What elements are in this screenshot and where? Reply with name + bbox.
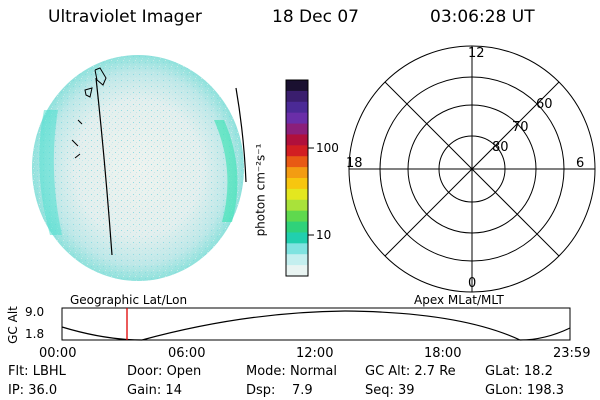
colorbar-band [286,123,308,136]
status-door: Door: Open [127,364,202,379]
time-label: 03:06:28 UT [430,7,535,27]
mlt-label-18: 18 [346,156,363,171]
colorbar-tick-100: 100 [316,141,339,155]
status-glat: GLat: 18.2 [485,364,553,379]
timeline-right-title: Apex MLat/MLT [414,293,504,307]
colorbar-tick-10: 10 [316,228,332,242]
status-dsp: Dsp: 7.9 [246,383,313,398]
colorbar-band [286,221,308,234]
instrument-title: Ultraviolet Imager [48,7,202,27]
colorbar-band [286,210,308,223]
colorbar-band [286,243,308,255]
colorbar-band [286,199,308,212]
colorbar-band [286,134,308,146]
timeline-xtick-0600: 06:00 [168,346,206,361]
polar-diagonal-2 [384,81,560,257]
status-gain: Gain: 14 [127,383,182,398]
status-seq: Seq: 39 [365,383,415,398]
timeline-ytick-9: 9.0 [25,305,45,319]
timeline-xtick-1200: 12:00 [296,346,334,361]
terminator-lines [95,77,247,256]
colorbar-band [286,232,308,244]
timeline-xtick-2359: 23:59 [553,346,591,361]
colorbar-band [286,156,308,168]
colorbar-band [286,188,308,201]
colorbar-band [286,112,308,125]
timeline-ytick-1-8: 1.8 [25,327,45,341]
altitude-curve [61,310,571,341]
mlt-label-6: 6 [576,156,585,171]
timeline-xtick-1800: 18:00 [424,346,462,361]
colorbar-scale [286,80,308,277]
colorbar-band [286,178,308,190]
lat-label-70: 70 [512,120,529,135]
colorbar-band [286,167,308,179]
colorbar-band [286,101,308,114]
colorbar-band [286,90,308,103]
colorbar-band [286,145,308,157]
earth-disk [32,55,244,281]
timeline-left-title: Geographic Lat/Lon [70,293,188,307]
status-mode: Mode: Normal [246,364,337,379]
colorbar-band [286,80,308,92]
lat-label-60: 60 [536,97,553,112]
status-glon: GLon: 198.3 [485,383,565,398]
status-flt: Flt: LBHL [8,364,66,379]
timeline-xtick-0000: 00:00 [39,346,77,361]
status-ip: IP: 36.0 [8,383,58,398]
mlt-label-12: 12 [468,46,485,61]
mlt-label-0: 0 [468,276,477,291]
colorbar-band [286,265,308,277]
coastline-overlay [71,67,107,159]
lat-label-80: 80 [492,140,509,155]
colorbar-band [286,254,308,266]
status-gc-alt: GC Alt: 2.7 Re [365,364,456,379]
date-label: 18 Dec 07 [272,7,359,27]
